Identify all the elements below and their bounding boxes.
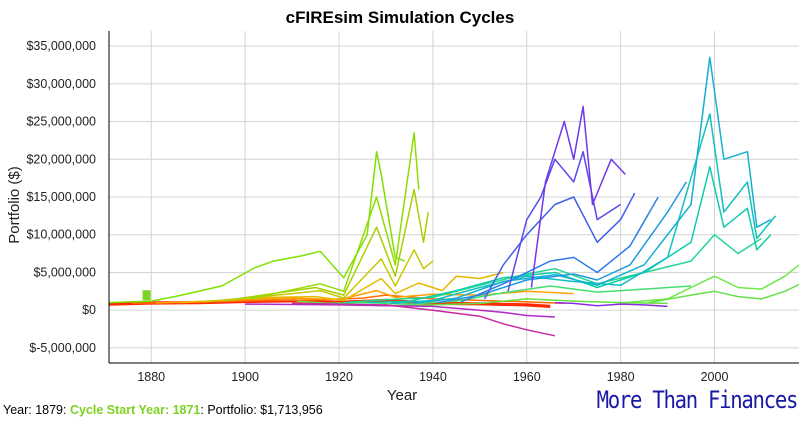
hover-readout: Year: 1879: Cycle Start Year: 1871: Port… xyxy=(3,403,323,417)
y-axis-ticks: $-5,000,000 $0 $5,000,000 $10,000,000 $15,00… xyxy=(26,39,96,355)
y-axis-title: Portfolio ($) xyxy=(6,166,23,244)
series-line-1886[interactable] xyxy=(179,271,504,304)
x-axis-ticks: 1880 1900 1920 1940 1960 1980 2000 xyxy=(137,370,728,384)
series-line-1976[interactable] xyxy=(292,302,556,337)
x-tick-label: 2000 xyxy=(701,370,729,384)
series-line-1931[interactable] xyxy=(390,113,777,305)
x-tick-label: 1920 xyxy=(325,370,353,384)
x-axis-title: Year xyxy=(387,387,417,404)
series-line-1916[interactable] xyxy=(320,285,692,305)
series-line-1941[interactable] xyxy=(437,181,687,304)
series-line-1936[interactable] xyxy=(414,56,772,305)
series-line-1986[interactable] xyxy=(648,283,800,304)
x-tick-label: 1940 xyxy=(419,370,447,384)
y-tick-label: $-5,000,000 xyxy=(29,341,96,355)
hover-portfolio: : Portfolio: $1,713,956 xyxy=(200,403,323,417)
series-line-1956[interactable] xyxy=(507,150,622,292)
y-tick-label: $15,000,000 xyxy=(26,190,96,204)
series-line-1951[interactable] xyxy=(483,192,636,300)
y-tick-label: $10,000,000 xyxy=(26,228,96,242)
chart-title: cFIREsim Simulation Cycles xyxy=(286,8,515,27)
hover-year: Year: 1879: xyxy=(3,403,70,417)
grid xyxy=(109,31,799,363)
brand-watermark: More Than Finances xyxy=(596,386,799,414)
series-layer xyxy=(108,56,800,337)
series-line-1901[interactable] xyxy=(249,132,420,300)
y-tick-label: $30,000,000 xyxy=(26,77,96,91)
x-tick-label: 1980 xyxy=(607,370,635,384)
x-tick-label: 1900 xyxy=(231,370,259,384)
y-tick-label: $20,000,000 xyxy=(26,152,96,166)
series-line-1966[interactable] xyxy=(554,301,668,308)
series-line-1926[interactable] xyxy=(367,166,772,304)
series-line-1906[interactable] xyxy=(108,150,405,304)
series-line-1961[interactable] xyxy=(530,105,626,288)
y-tick-label: $5,000,000 xyxy=(33,265,96,279)
y-tick-label: $0 xyxy=(82,303,96,317)
hover-marker[interactable] xyxy=(142,290,151,301)
hover-cycle-start: Cycle Start Year: 1871 xyxy=(69,403,201,417)
series-line-1946[interactable] xyxy=(460,196,659,303)
y-tick-label: $35,000,000 xyxy=(26,39,96,53)
x-tick-label: 1880 xyxy=(137,370,165,384)
x-tick-label: 1960 xyxy=(513,370,541,384)
y-tick-label: $25,000,000 xyxy=(26,115,96,129)
series-line-1891[interactable] xyxy=(202,249,434,303)
